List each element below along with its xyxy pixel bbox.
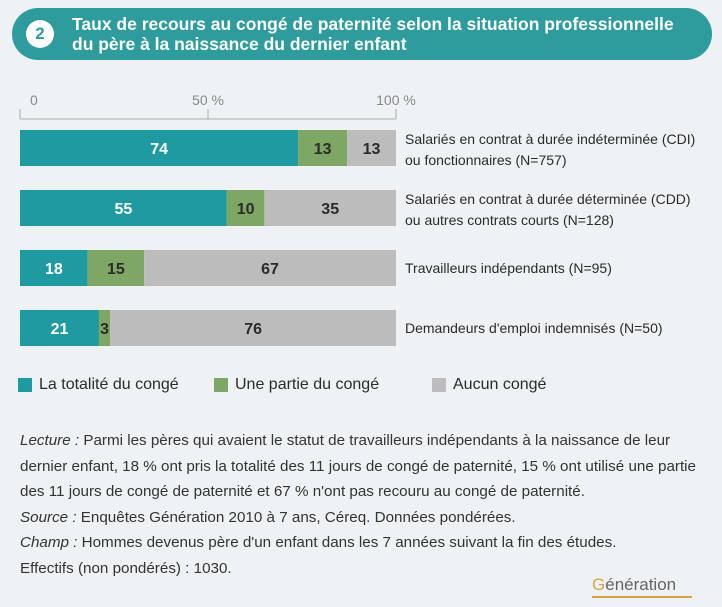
bar-value-label: 15 xyxy=(107,261,125,278)
category-label: ou fonctionnaires (N=757) xyxy=(405,152,567,168)
source-text: Enquêtes Génération 2010 à 7 ans, Céreq.… xyxy=(76,508,516,526)
bar-value-label: 21 xyxy=(51,321,69,338)
legend-swatch xyxy=(432,378,446,392)
bar-value-label: 13 xyxy=(363,141,381,158)
chart-title-line-2: du père à la naissance du dernier enfant xyxy=(72,34,407,54)
legend-swatch xyxy=(18,378,32,392)
category-label: Demandeurs d'emploi indemnisés (N=50) xyxy=(405,320,663,336)
axis-tick-label: 100 % xyxy=(376,92,416,108)
legend-item: Aucun congé xyxy=(432,376,546,394)
category-label: Salariés en contrat à durée déterminée (… xyxy=(405,191,691,207)
chart-notes: Lecture : Parmi les pères qui avaient le… xyxy=(20,428,710,581)
bar-value-label: 76 xyxy=(244,321,262,338)
bar-segment xyxy=(298,130,348,166)
bar-segment xyxy=(98,310,111,346)
bar-value-label: 35 xyxy=(321,201,339,218)
logo-letter: G xyxy=(592,575,606,594)
lecture-label: Lecture : xyxy=(20,432,80,449)
category-label: ou autres contrats courts (N=128) xyxy=(405,212,614,228)
bar-value-label: 13 xyxy=(314,141,332,158)
effectifs-note: Effectifs (non pondérés) : 1030. xyxy=(20,559,232,577)
axis-tick-label: 50 % xyxy=(192,92,224,108)
category-label: Travailleurs indépendants (N=95) xyxy=(405,260,612,276)
source-note: Source : Enquêtes Génération 2010 à 7 an… xyxy=(20,505,710,531)
generation-logo: Génération xyxy=(592,575,676,595)
legend-item: La totalité du congé xyxy=(18,376,179,394)
legend-item: Une partie du congé xyxy=(214,376,379,394)
bar-value-label: 18 xyxy=(45,261,63,278)
bar-segment xyxy=(20,130,299,166)
champ-label: Champ : xyxy=(20,534,78,551)
category-label: Salariés en contrat à durée indéterminée… xyxy=(405,131,695,147)
champ-note: Champ : Hommes devenus père d'un enfant … xyxy=(20,530,710,556)
bar-value-label: 10 xyxy=(237,201,255,218)
bar-segment xyxy=(20,190,227,226)
bar-segment xyxy=(264,190,396,226)
logo-text: énération xyxy=(605,575,677,594)
axis-tick-label: 0 xyxy=(30,92,38,108)
stacked-bar-chart: 0 50 % 100 % 74 13 13 Salariés en contrat à du… xyxy=(19,92,695,346)
legend-label: Une partie du congé xyxy=(235,376,380,393)
bar-segment xyxy=(226,190,265,226)
champ-text: Hommes devenus père d'un enfant dans les… xyxy=(77,534,617,551)
source-label: Source : xyxy=(20,508,77,526)
bar-value-label: 55 xyxy=(115,201,133,218)
figure-header: 2 Taux de recours au congé de paternité … xyxy=(12,8,712,60)
bar-segment xyxy=(347,130,396,166)
lecture-note: Lecture : Parmi les pères qui avaient le… xyxy=(20,428,710,505)
chart-title-line-1: Taux de recours au congé de paternité se… xyxy=(72,14,674,34)
logo-underline xyxy=(592,596,692,598)
bar-segment xyxy=(144,250,396,286)
bar-segment xyxy=(20,310,99,346)
bar-segment xyxy=(87,250,145,286)
chart-title: Taux de recours au congé de paternité se… xyxy=(72,14,702,54)
bar-segment xyxy=(110,310,397,346)
bar-value-label: 67 xyxy=(261,261,279,278)
bar-segment xyxy=(20,250,88,286)
legend-swatch xyxy=(214,378,228,392)
legend-label: La totalité du congé xyxy=(39,376,179,393)
chart-legend: La totalité du congé Une partie du congé A… xyxy=(18,376,618,398)
legend-label: Aucun congé xyxy=(453,376,547,393)
lecture-text: Parmi les pères qui avaient le statut de… xyxy=(20,432,696,500)
bar-value-label: 3 xyxy=(100,321,109,338)
figure-number-badge: 2 xyxy=(26,20,54,48)
bar-value-label: 74 xyxy=(150,141,168,158)
